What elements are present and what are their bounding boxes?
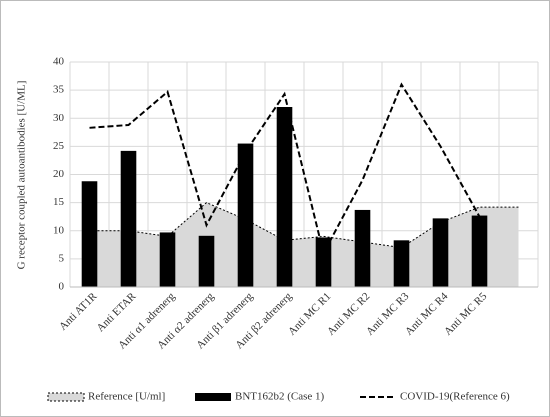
y-tick-label: 20 — [53, 168, 65, 180]
legend-swatch — [195, 393, 231, 401]
bar — [276, 107, 293, 287]
y-tick-label: 15 — [53, 196, 65, 208]
bar — [315, 237, 332, 287]
area-fill — [89, 202, 519, 287]
y-axis-label: G receptor coupled autoantibodies [U/ML] — [16, 81, 28, 270]
bar — [393, 240, 410, 287]
bar — [432, 218, 449, 287]
bar — [159, 232, 176, 287]
legend-label: BNT162b2 (Case 1) — [235, 391, 325, 403]
y-tick-label: 35 — [53, 84, 65, 96]
bar — [81, 181, 98, 287]
y-tick-label: 25 — [53, 140, 65, 152]
y-tick-label: 10 — [53, 224, 65, 236]
legend-label: Reference [U/ml] — [88, 391, 165, 403]
bar — [354, 209, 371, 287]
legend-swatch — [47, 392, 85, 402]
bar — [237, 143, 254, 287]
bar — [198, 235, 215, 287]
line — [89, 82, 481, 257]
bar — [471, 215, 488, 287]
y-tick-label: 30 — [53, 112, 65, 124]
y-tick-label: 0 — [59, 281, 65, 293]
y-tick-label: 40 — [53, 56, 65, 68]
legend-label: COVID-19(Reference 6) — [400, 391, 510, 403]
y-tick-label: 5 — [59, 252, 65, 264]
bar — [120, 150, 137, 287]
